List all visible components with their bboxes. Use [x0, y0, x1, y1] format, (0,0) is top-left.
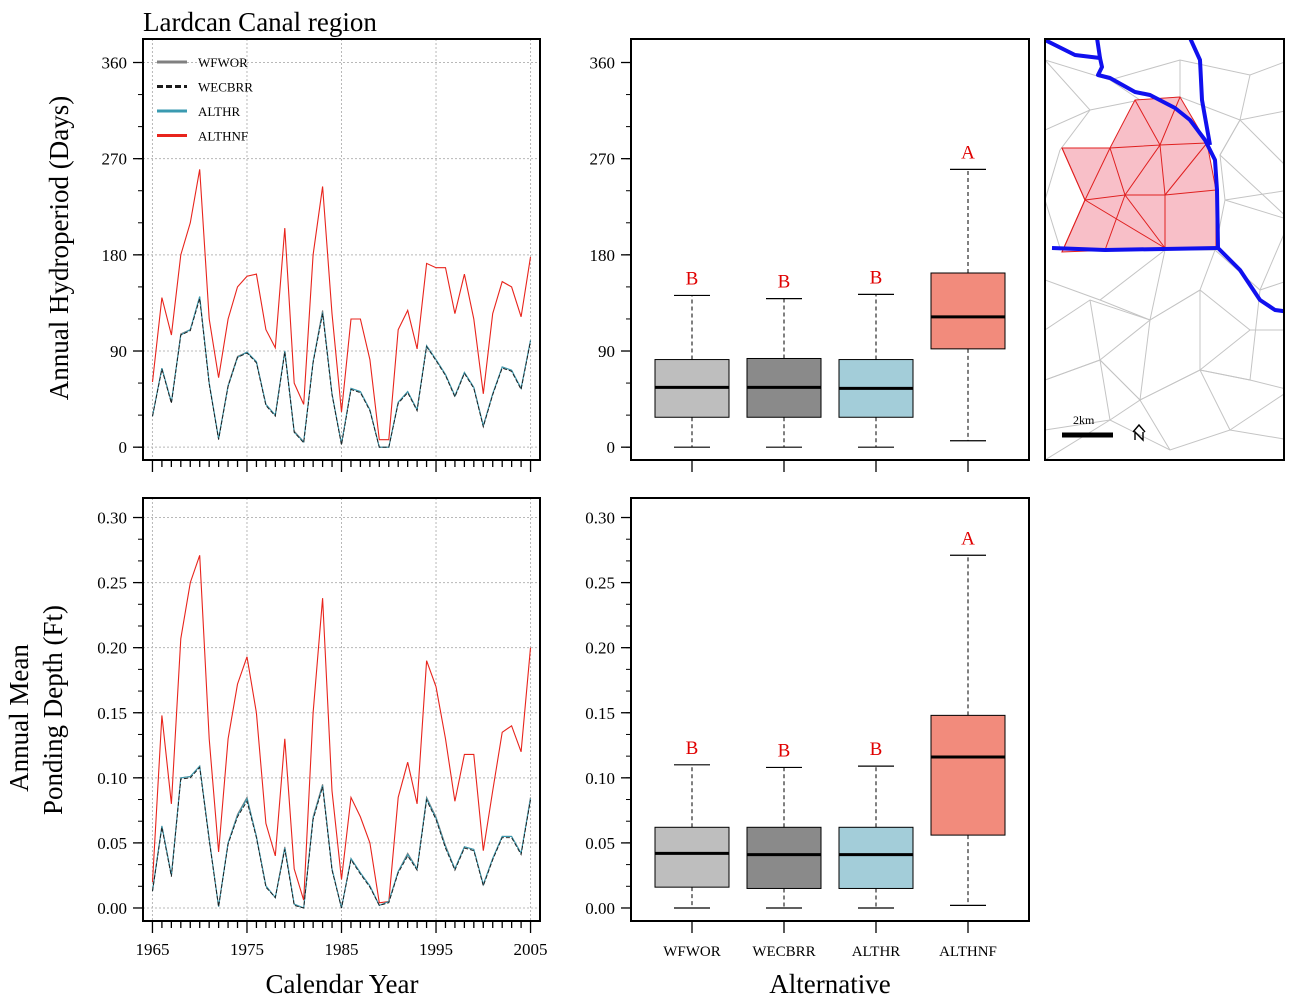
- mesh-grid: [1045, 59, 1284, 460]
- significance-letter: B: [870, 739, 883, 760]
- series-line-wecbrr: [152, 766, 531, 909]
- box-althr: B: [838, 739, 914, 909]
- y-tick-label: 0.05: [97, 834, 127, 853]
- x-tick-label: 1985: [325, 940, 359, 959]
- y-tick-label: 180: [102, 246, 128, 265]
- box-althnf: A: [930, 142, 1006, 442]
- y-tick-label: 360: [590, 54, 616, 73]
- y-tick-label: 0.20: [585, 639, 615, 658]
- y-tick-label: 0.30: [97, 509, 127, 528]
- y-tick-label: 0.25: [97, 574, 127, 593]
- significance-letter: A: [961, 142, 975, 163]
- y-tick-label: 180: [590, 246, 616, 265]
- y-tick-label: 0.10: [585, 769, 615, 788]
- y-tick-label: 0: [607, 438, 616, 457]
- box-iqr: [838, 826, 914, 889]
- x-tick-label: 2005: [514, 940, 548, 959]
- y-tick-label: 0.00: [97, 899, 127, 918]
- x-tick-label: ALTHNF: [939, 944, 997, 960]
- legend-label: WECBRR: [198, 80, 253, 95]
- box-iqr: [930, 714, 1006, 836]
- scale-label: 2km: [1073, 413, 1095, 427]
- y-tick-label: 0.15: [97, 704, 127, 723]
- y-tick-label: 0.20: [97, 639, 127, 658]
- x-tick-label: 1995: [419, 940, 453, 959]
- box-wecbrr: B: [746, 272, 822, 448]
- north-arrow-icon: [1132, 423, 1146, 442]
- y-tick-label: 0.05: [585, 834, 615, 853]
- map-frame: [1044, 38, 1285, 461]
- significance-letter: B: [778, 272, 791, 293]
- y-tick-label: 0.00: [585, 899, 615, 918]
- y-tick-label: 270: [590, 150, 616, 169]
- y-tick-label: 0.30: [585, 509, 615, 528]
- box-wfwor: B: [654, 738, 730, 909]
- significance-letter: B: [870, 267, 883, 288]
- box-wecbrr: B: [746, 740, 822, 909]
- x-tick-label: 1965: [135, 940, 169, 959]
- series-line-althnf: [151, 169, 532, 441]
- box-iqr: [746, 826, 822, 889]
- boxplot-xlabel: Alternative: [769, 969, 890, 999]
- depth-ylabel-line1: Annual Mean: [4, 644, 34, 792]
- y-tick-label: 90: [598, 342, 615, 361]
- plot-frame: [630, 38, 1030, 461]
- figure-title: Lardcan Canal region: [143, 7, 377, 37]
- series-line-althnf: [151, 555, 532, 904]
- box-iqr: [654, 826, 730, 888]
- plot-frame: [142, 497, 541, 922]
- hydroperiod-timeseries-panel: 0 90 180 270 360 WFWOR WECBRR ALTHR ALTHNF: [102, 38, 541, 472]
- series-line-wecbrr: [152, 298, 531, 448]
- y-tick-label: 270: [102, 150, 128, 169]
- y-tick-label: 90: [110, 342, 127, 361]
- depth-boxplot-panel: B WFWOR B WECBRR B ALTHR A ALTHNF 0.00 0.05 0.10 0.…: [585, 497, 1030, 960]
- depth-timeseries-panel: 0.00 0.05 0.10 0.15 0.20 0.25 0.30 1965 1975 1985…: [97, 497, 548, 959]
- significance-letter: B: [686, 738, 699, 759]
- y-tick-label: 0.15: [585, 704, 615, 723]
- region-map: 2km: [1044, 38, 1285, 461]
- box-iqr: [930, 272, 1006, 350]
- legend-label: ALTHR: [198, 104, 240, 119]
- depth-ylabel-line2: Ponding Depth (Ft): [38, 605, 68, 815]
- y-tick-label: 0: [119, 438, 128, 457]
- significance-letter: B: [778, 740, 791, 761]
- legend-label: ALTHNF: [198, 129, 248, 144]
- hydroperiod-boxplot-panel: B B B A 0 90 180 270 360: [590, 38, 1030, 472]
- timeseries-xlabel: Calendar Year: [266, 969, 419, 999]
- significance-letter: A: [961, 528, 975, 549]
- y-tick-label: 0.10: [97, 769, 127, 788]
- x-tick-label: WFWOR: [663, 944, 721, 960]
- legend: WFWOR WECBRR ALTHR ALTHNF: [157, 55, 253, 144]
- box-althr: B: [838, 267, 914, 448]
- plot-frame: [630, 497, 1030, 922]
- hydroperiod-ylabel: Annual Hydroperiod (Days): [44, 96, 74, 400]
- x-tick-label: WECBRR: [752, 944, 815, 960]
- box-wfwor: B: [654, 268, 730, 448]
- significance-letter: B: [686, 268, 699, 289]
- canal-lines: [1045, 39, 1284, 314]
- y-tick-label: 360: [102, 54, 128, 73]
- y-tick-label: 0.25: [585, 574, 615, 593]
- box-althnf: A: [930, 528, 1006, 906]
- legend-label: WFWOR: [198, 55, 248, 70]
- x-tick-label: ALTHR: [852, 944, 901, 960]
- x-tick-label: 1975: [230, 940, 264, 959]
